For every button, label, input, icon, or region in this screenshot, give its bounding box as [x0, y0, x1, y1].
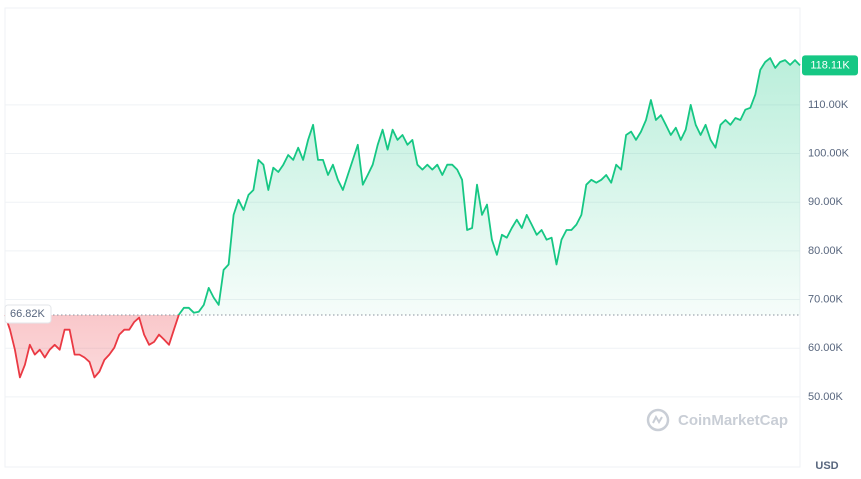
last-price-badge	[802, 55, 858, 76]
baseline-label-box	[4, 304, 52, 324]
y-tick-label: 90.00K	[808, 196, 844, 208]
watermark-text: CoinMarketCap	[678, 412, 788, 429]
y-tick-label: 50.00K	[808, 391, 844, 403]
watermark	[646, 408, 670, 432]
area	[5, 58, 800, 378]
y-tick-label: 110.00K	[808, 99, 849, 111]
y-tick-label: 100.00K	[808, 147, 850, 159]
currency: USD	[815, 460, 838, 472]
y-tick-label: 60.00K	[808, 342, 844, 354]
y-tick-label: 80.00K	[808, 245, 844, 257]
price-line	[4, 57, 801, 379]
y-tick-label: 70.00K	[808, 293, 844, 305]
last-price-label: 118.11K	[810, 59, 850, 71]
baseline-label: 66.82K	[10, 308, 46, 320]
